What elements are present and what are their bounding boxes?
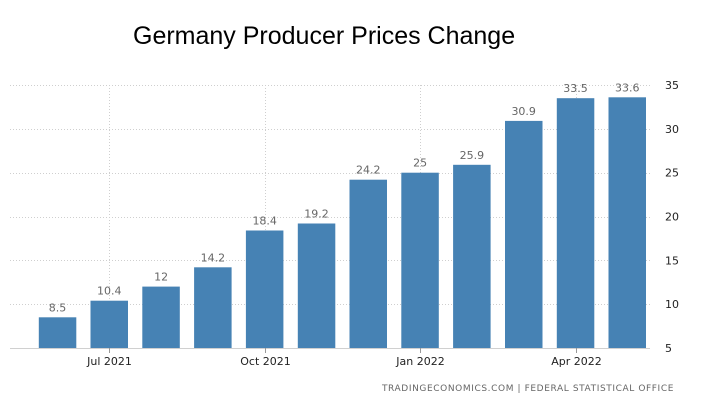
bar xyxy=(453,164,491,348)
bar xyxy=(245,230,284,348)
data-label: 14.2 xyxy=(201,251,226,264)
x-tick-label: Apr 2022 xyxy=(551,355,602,368)
x-tick-label: Oct 2021 xyxy=(240,355,291,368)
source-note: TRADINGECONOMICS.COM | FEDERAL STATISTIC… xyxy=(381,384,674,394)
bar xyxy=(90,300,128,348)
data-label: 24.2 xyxy=(356,164,381,177)
bar xyxy=(556,98,595,348)
y-tick-label: 15 xyxy=(665,254,679,267)
bar xyxy=(142,286,180,348)
y-tick-label: 5 xyxy=(665,342,672,355)
bar xyxy=(401,172,439,348)
y-tick-label: 30 xyxy=(665,123,679,136)
bar xyxy=(194,267,232,348)
data-label: 33.6 xyxy=(615,81,640,94)
chart-title: Germany Producer Prices Change xyxy=(133,22,516,50)
data-label: 10.4 xyxy=(97,285,122,298)
bar xyxy=(38,317,77,348)
bar xyxy=(349,179,387,348)
x-tick-label: Jan 2022 xyxy=(395,355,444,368)
x-tick-label: Jul 2021 xyxy=(86,355,132,368)
data-label: 8.5 xyxy=(49,301,67,314)
data-label: 12 xyxy=(154,271,168,284)
data-label: 18.4 xyxy=(252,215,277,228)
y-tick-label: 20 xyxy=(665,211,679,224)
bar xyxy=(608,97,646,348)
data-label: 25.9 xyxy=(460,149,485,162)
bar xyxy=(505,120,543,349)
data-label: 19.2 xyxy=(304,208,329,221)
bar xyxy=(297,223,336,348)
data-label: 25 xyxy=(413,157,427,170)
y-tick-label: 25 xyxy=(665,167,679,180)
y-tick-label: 10 xyxy=(665,298,679,311)
data-label: 30.9 xyxy=(511,105,536,118)
data-label: 33.5 xyxy=(563,82,588,95)
y-tick-label: 35 xyxy=(665,79,679,92)
